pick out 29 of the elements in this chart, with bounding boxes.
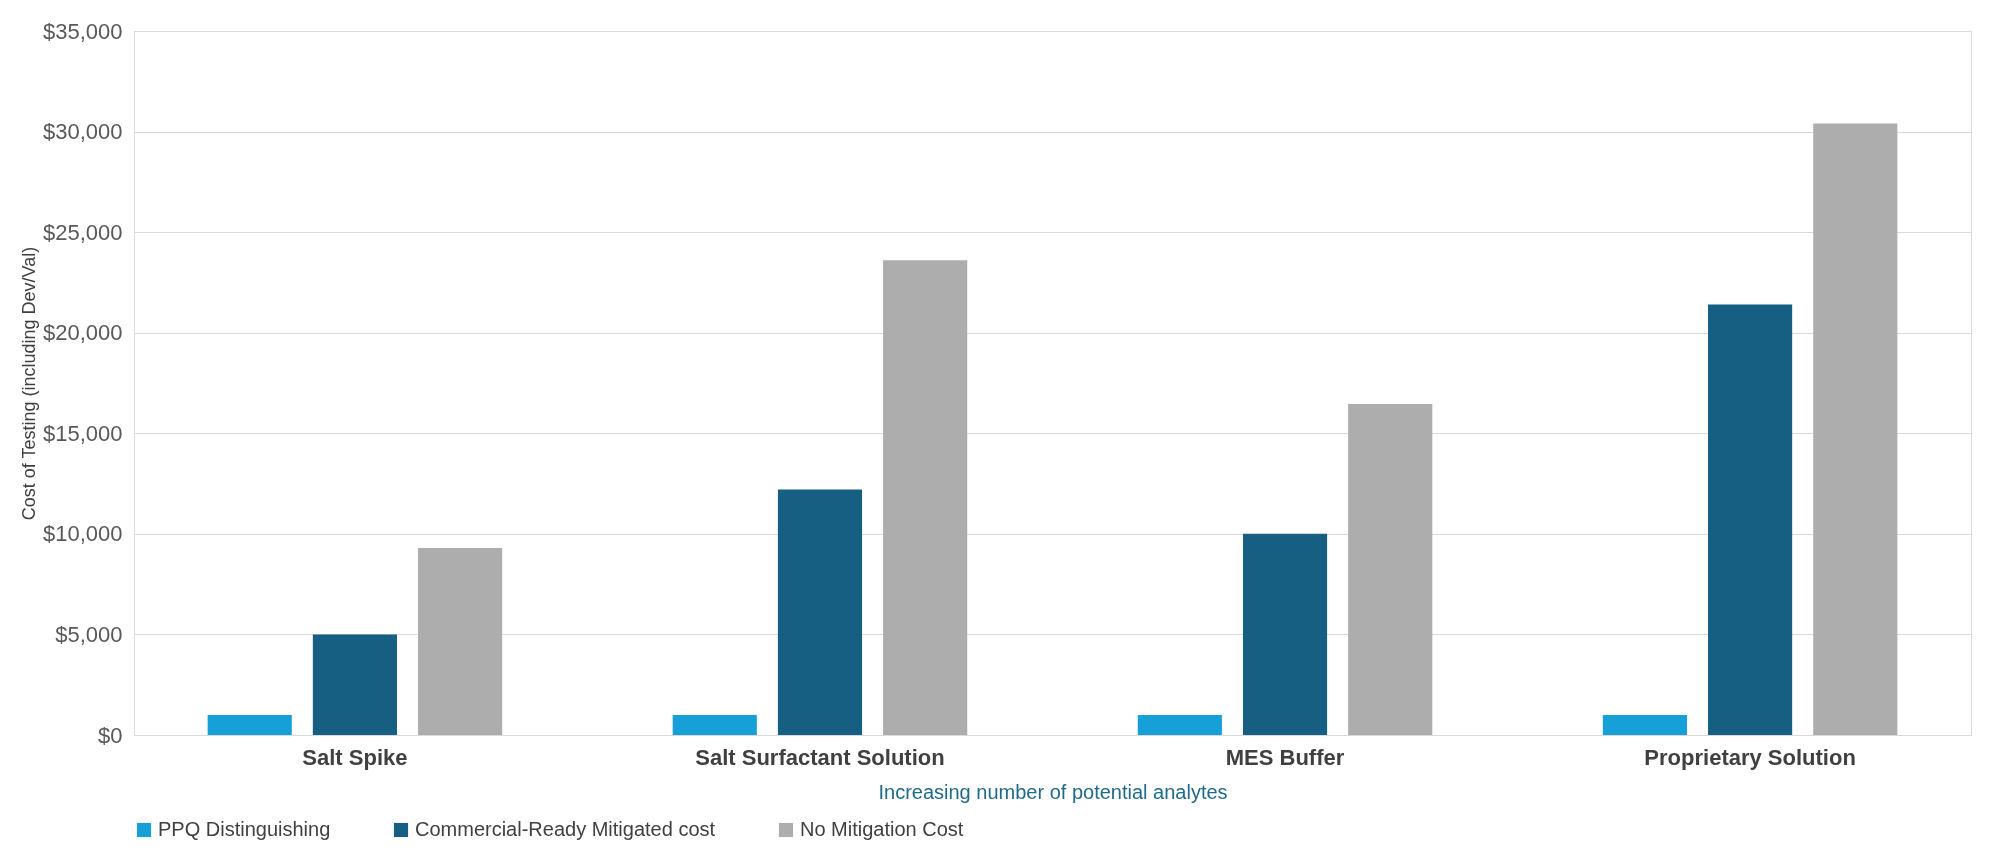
y-tick-label: $35,000 [42, 18, 123, 44]
bar [1242, 533, 1328, 735]
x-axis-title: Increasing number of potential analytes [878, 780, 1228, 803]
bar [883, 260, 968, 735]
legend-label: No Mitigation Cost [800, 818, 964, 840]
y-tick-label: $30,000 [42, 119, 123, 145]
bar [672, 714, 757, 735]
bar [777, 489, 863, 735]
y-axis-title: Cost of Testing (including Dev/Val) [18, 246, 39, 521]
x-tick-label: MES Buffer [1225, 744, 1345, 770]
x-tick-label: Salt Surfactant Solution [695, 744, 945, 770]
bar [1708, 304, 1793, 735]
legend-label: PPQ Distinguishing [158, 818, 331, 840]
x-tick-label: Proprietary Solution [1644, 744, 1856, 770]
bar [1348, 404, 1433, 735]
y-tick-label: $25,000 [42, 219, 123, 245]
legend-label: Commercial-Ready Mitigated cost [415, 818, 716, 840]
y-tick-label: $10,000 [42, 521, 123, 547]
y-tick-label: $15,000 [42, 420, 123, 446]
bar [1602, 714, 1687, 735]
bar [312, 634, 397, 735]
y-tick-label: $5,000 [55, 621, 123, 647]
bar [1137, 714, 1222, 735]
bar [1813, 123, 1898, 735]
bar [418, 547, 503, 735]
x-tick-label: Salt Spike [302, 744, 408, 770]
bar [207, 714, 292, 735]
y-tick-label: $20,000 [42, 320, 123, 346]
y-tick-label: $0 [98, 722, 123, 748]
